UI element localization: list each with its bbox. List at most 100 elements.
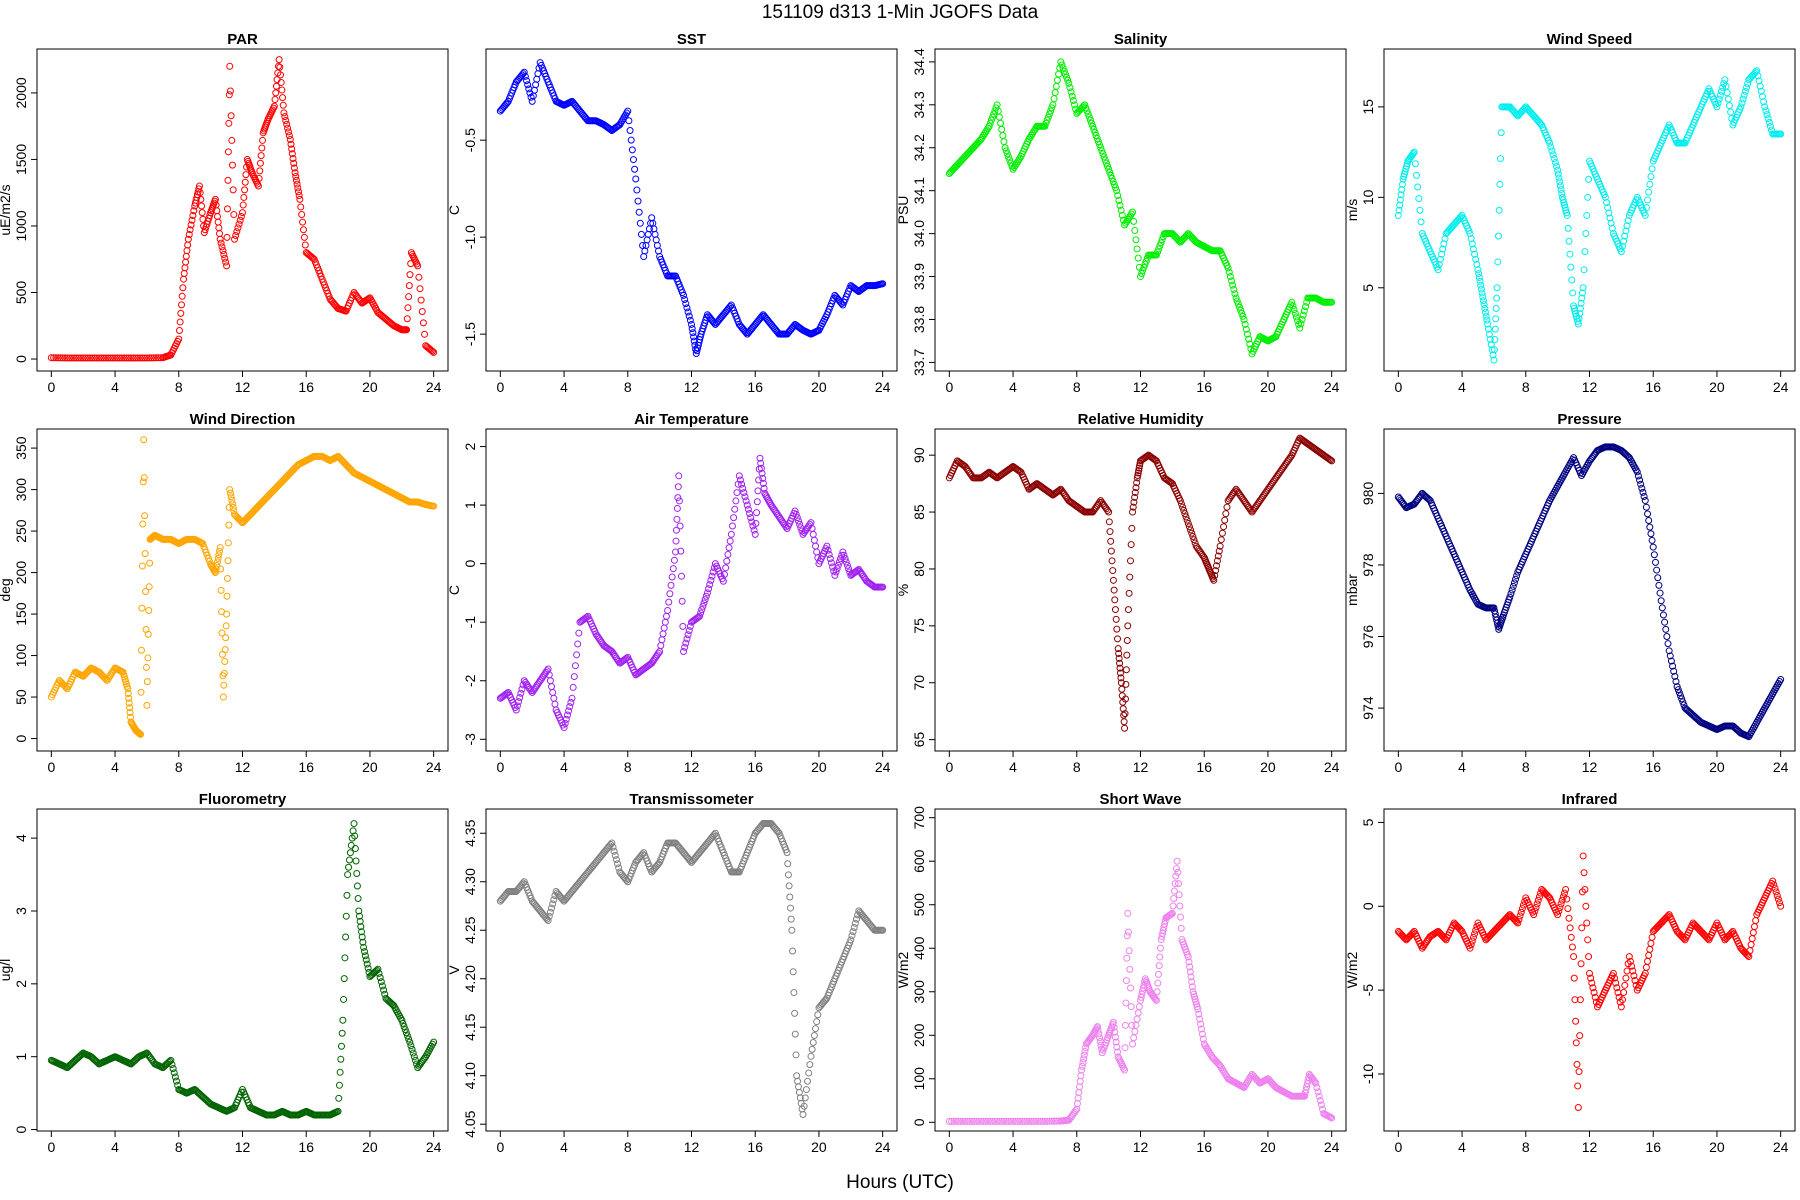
data-point xyxy=(822,996,830,1004)
data-point xyxy=(1155,962,1163,970)
data-point xyxy=(986,1117,994,1125)
data-point xyxy=(690,333,698,341)
data-point xyxy=(225,521,233,529)
data-point xyxy=(1566,250,1574,258)
data-point xyxy=(750,526,758,534)
data-point xyxy=(351,832,359,840)
data-point xyxy=(219,247,227,255)
data-point xyxy=(372,967,380,975)
data-point xyxy=(1241,1082,1249,1090)
data-point xyxy=(1752,917,1760,925)
data-point xyxy=(1156,953,1164,961)
data-point xyxy=(225,119,233,127)
data-point xyxy=(239,201,247,209)
data-point xyxy=(294,188,302,196)
data-point xyxy=(1741,87,1749,95)
data-point xyxy=(987,116,995,124)
data-point xyxy=(195,185,203,193)
y-tick-label: 34.0 xyxy=(911,220,927,247)
data-point xyxy=(1748,935,1756,943)
data-point xyxy=(1245,1076,1253,1084)
chart-svg: Wind Direction 0 4 8 12 16 20 24 0 50 100 150 200 250… xyxy=(0,411,449,775)
data-point xyxy=(1123,217,1131,225)
data-point xyxy=(674,483,682,491)
y-tick-label: 1000 xyxy=(13,210,29,241)
data-point xyxy=(429,347,437,355)
data-point xyxy=(977,135,985,143)
data-point xyxy=(1768,126,1776,134)
data-point xyxy=(1074,1094,1082,1102)
data-point xyxy=(1645,951,1653,959)
data-point xyxy=(111,354,119,362)
data-point xyxy=(1104,506,1112,514)
data-point xyxy=(708,572,716,580)
data-point xyxy=(1221,516,1229,524)
data-point xyxy=(1713,103,1721,111)
data-point xyxy=(1142,257,1150,265)
data-point xyxy=(1644,196,1652,204)
data-point xyxy=(178,292,186,300)
data-point xyxy=(126,708,134,716)
data-point xyxy=(756,454,764,462)
data-point xyxy=(1139,266,1147,274)
data-point xyxy=(758,469,766,477)
data-point xyxy=(533,75,541,83)
y-tick-label: 300 xyxy=(911,980,927,1004)
data-point xyxy=(1629,967,1637,975)
data-point xyxy=(403,1032,411,1040)
data-point xyxy=(659,630,667,638)
data-point xyxy=(1007,1117,1015,1125)
data-point xyxy=(1466,230,1474,238)
data-point xyxy=(1210,576,1218,584)
data-point xyxy=(1661,618,1669,626)
data-point xyxy=(1138,269,1146,277)
x-tick-label: 24 xyxy=(426,379,442,395)
data-point xyxy=(1018,1117,1026,1125)
data-point xyxy=(233,228,241,236)
data-point xyxy=(1411,160,1419,168)
data-point xyxy=(549,900,557,908)
data-point xyxy=(1567,933,1575,941)
data-point xyxy=(1622,227,1630,235)
data-point xyxy=(774,828,782,836)
data-point xyxy=(241,186,249,194)
data-point xyxy=(299,218,307,226)
x-tick-label: 0 xyxy=(47,1139,55,1155)
data-point xyxy=(792,1051,800,1059)
data-point xyxy=(144,654,152,662)
data-point xyxy=(223,233,231,241)
series-points xyxy=(496,59,887,358)
data-point xyxy=(1737,103,1745,111)
data-point xyxy=(1216,542,1224,550)
x-tick-label: 8 xyxy=(1073,759,1081,775)
data-point xyxy=(1177,500,1185,508)
data-point xyxy=(108,669,116,677)
x-tick-label: 12 xyxy=(235,759,251,775)
data-point xyxy=(180,269,188,277)
data-point xyxy=(657,642,665,650)
data-point xyxy=(345,856,353,864)
data-point xyxy=(136,730,144,738)
data-point xyxy=(1026,133,1034,141)
data-point xyxy=(1648,536,1656,544)
data-point xyxy=(1495,206,1503,214)
data-point xyxy=(1071,101,1079,109)
x-tick-label: 20 xyxy=(1709,759,1725,775)
data-point xyxy=(1606,214,1614,222)
data-point xyxy=(1738,99,1746,107)
data-point xyxy=(1679,698,1687,706)
data-point xyxy=(1123,636,1131,644)
data-point xyxy=(1081,1047,1089,1055)
data-point xyxy=(1107,537,1115,545)
data-point xyxy=(1091,128,1099,136)
data-point xyxy=(221,657,229,665)
data-point xyxy=(220,681,228,689)
data-point xyxy=(1043,116,1051,124)
data-point xyxy=(1115,654,1123,662)
data-point xyxy=(1493,284,1501,292)
data-point xyxy=(570,673,578,681)
data-point xyxy=(675,497,683,505)
data-point xyxy=(839,548,847,556)
data-point xyxy=(1123,954,1131,962)
data-point xyxy=(1133,479,1141,487)
